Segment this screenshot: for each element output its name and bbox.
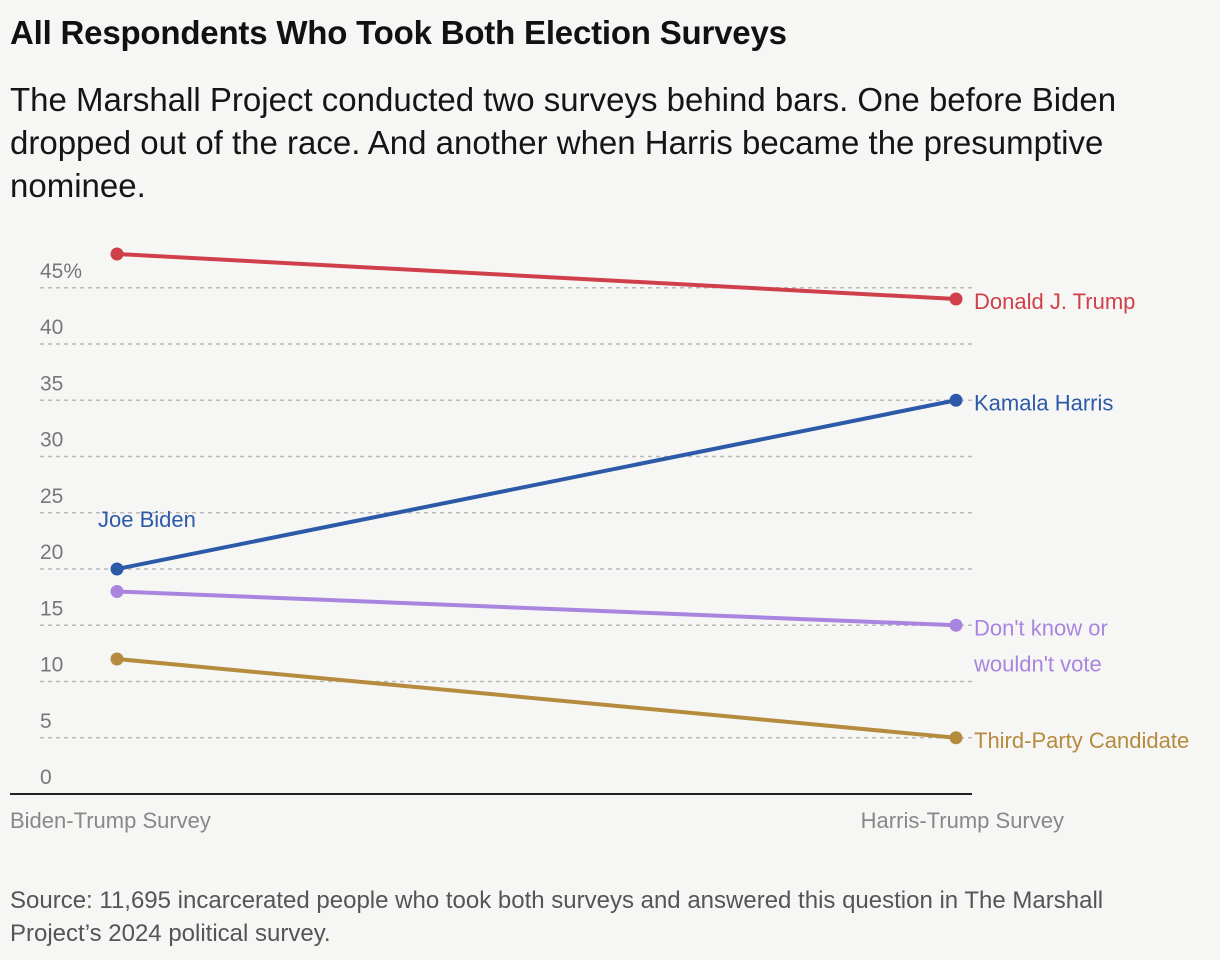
x-tick-label: Biden-Trump Survey: [10, 808, 211, 833]
series-start-label: Joe Biden: [98, 507, 196, 532]
data-point: [949, 393, 963, 407]
gridlines: [40, 287, 972, 739]
y-tick-label: 5: [40, 710, 52, 733]
line-chart: 0 5 10 15 20 25 30 35 40 45% Biden-Trump Survey Ha…: [10, 247, 1189, 833]
series-donald-j-trump: Donald J. Trump: [110, 247, 1135, 314]
series-line: [115, 252, 958, 301]
y-axis-ticks: 0 5 10 15 20 25 30 35 40 45%: [40, 260, 82, 789]
series-line: [115, 398, 958, 571]
series-line: [115, 657, 958, 740]
series-end-label: Third-Party Candidate: [974, 728, 1189, 753]
y-tick-label: 30: [40, 429, 63, 452]
series-line: [115, 589, 958, 628]
data-point: [949, 731, 963, 745]
data-point: [949, 292, 963, 306]
data-point: [949, 618, 963, 632]
series-end-label: wouldn't vote: [973, 651, 1102, 676]
source-note: Source: 11,695 incarcerated people who t…: [10, 887, 1104, 947]
chart-title: All Respondents Who Took Both Election S…: [10, 14, 787, 51]
series-end-label: Donald J. Trump: [974, 289, 1135, 314]
series-kamala-harris: Kamala Harris Joe Biden: [98, 390, 1113, 576]
y-tick-label: 20: [40, 541, 63, 564]
data-point: [110, 247, 124, 261]
series-lines: Donald J. Trump Kamala Harris Joe Biden Don…: [98, 247, 1189, 753]
y-tick-label: 45%: [40, 260, 82, 283]
series-end-label: Don't know or: [974, 615, 1108, 640]
series-third-party-candidate: Third-Party Candidate: [110, 652, 1189, 753]
y-tick-label: 0: [40, 766, 52, 789]
y-tick-label: 40: [40, 316, 63, 339]
chart-subtitle: The Marshall Project conducted two surve…: [10, 81, 1117, 204]
x-axis-labels: Biden-Trump Survey Harris-Trump Survey: [10, 808, 1064, 833]
x-tick-label: Harris-Trump Survey: [861, 808, 1064, 833]
y-tick-label: 25: [40, 485, 63, 508]
y-tick-label: 35: [40, 372, 63, 395]
data-point: [110, 652, 124, 666]
y-tick-label: 15: [40, 597, 63, 620]
data-point: [110, 562, 124, 576]
series-don-t-know-or-wouldn-t-vote: Don't know or wouldn't vote: [110, 585, 1108, 676]
y-tick-label: 10: [40, 654, 63, 677]
series-end-label: Kamala Harris: [974, 390, 1113, 415]
data-point: [110, 585, 124, 598]
